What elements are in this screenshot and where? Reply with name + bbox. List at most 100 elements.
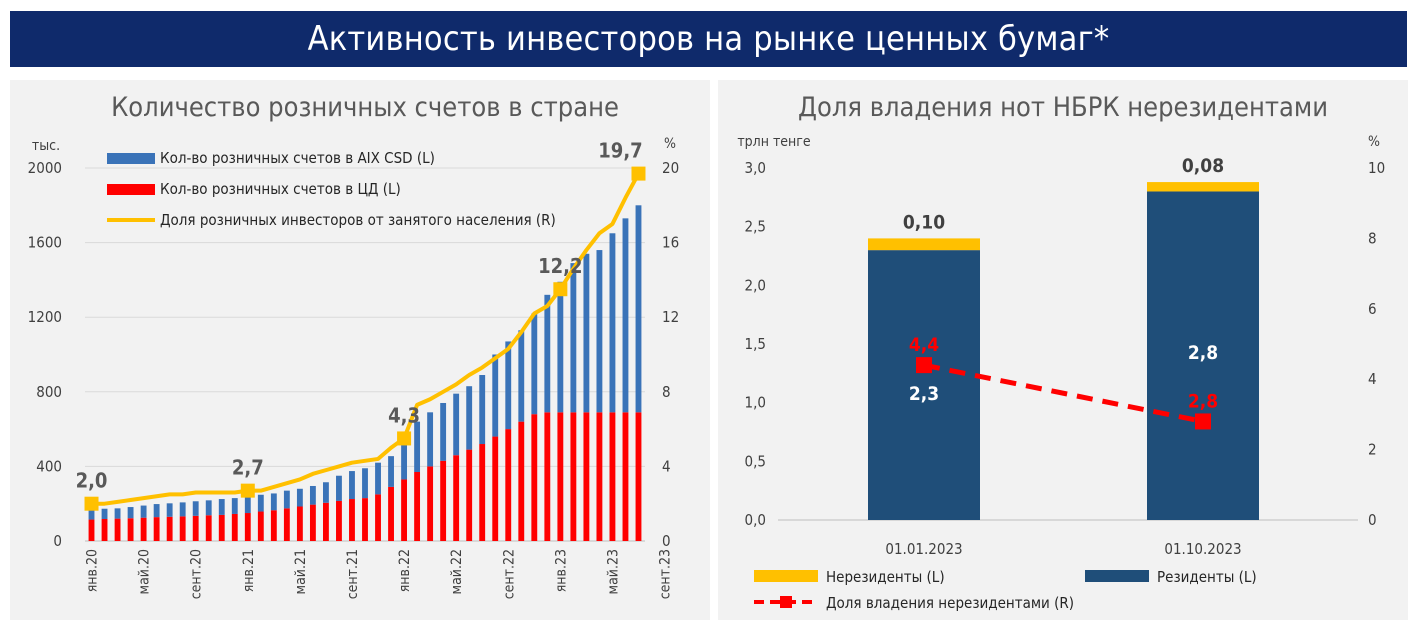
bar-cd <box>114 518 121 541</box>
y-tick-right: 8 <box>1368 229 1377 247</box>
bar-aix <box>101 508 108 519</box>
res-data-label: 2,8 <box>1188 342 1218 364</box>
legend-label-aix: Кол-во розничных счетов в AIX CSD (L) <box>160 149 435 167</box>
y-tick-right: 6 <box>1368 300 1377 318</box>
y-tick-right: 4 <box>662 457 671 475</box>
bar-cd <box>622 412 629 541</box>
bar-cd <box>244 513 251 541</box>
y-tick-left: 1,5 <box>745 335 766 353</box>
bar-cd <box>231 513 238 541</box>
y-tick-left: 3,0 <box>745 159 766 177</box>
bar-aix <box>362 468 368 499</box>
bar-aix <box>231 498 238 514</box>
page-title: Активность инвесторов на рынке ценных бу… <box>307 19 1110 59</box>
bar-cd <box>153 517 160 541</box>
bar-nonresidents <box>868 238 980 251</box>
left-chart-title: Количество розничных счетов в стране <box>111 92 619 123</box>
nonres-share-label: 4,4 <box>909 334 939 356</box>
x-tick-label: янв.23 <box>553 549 569 592</box>
y-tick-left: 1,0 <box>745 394 766 412</box>
bar-cd <box>127 518 134 541</box>
bar-aix <box>88 509 95 520</box>
y-tick-right: 20 <box>662 159 679 177</box>
nonres-share-line <box>923 362 1204 424</box>
y-tick-left: 400 <box>36 457 62 475</box>
nonres-data-label: 0,10 <box>903 211 945 233</box>
bar-cd <box>192 515 199 541</box>
bar-aix <box>140 505 147 518</box>
bar-aix <box>557 281 564 413</box>
bar-cd <box>453 455 460 541</box>
bar-cd <box>479 444 486 541</box>
y-tick-right: 4 <box>1368 370 1377 388</box>
nonres-share-marker <box>1195 413 1211 430</box>
bar-aix <box>583 253 590 413</box>
bar-cd <box>401 479 407 541</box>
bar-aix <box>453 393 460 456</box>
bar-aix <box>244 496 251 514</box>
bar-aix <box>375 462 381 495</box>
bar-aix <box>336 475 342 501</box>
bar-aix <box>531 313 538 415</box>
bar-aix <box>427 412 434 467</box>
share-data-label: 19,7 <box>598 139 642 163</box>
y-tick-left: 0 <box>53 532 62 550</box>
y-tick-left: 2,0 <box>745 276 766 294</box>
bar-aix <box>440 402 447 461</box>
share-data-label: 12,2 <box>538 254 582 278</box>
bar-aix <box>414 421 421 472</box>
y-tick-left: 2000 <box>28 159 62 177</box>
bar-aix <box>153 504 160 518</box>
bar-cd <box>388 486 394 541</box>
bar-aix <box>622 218 629 413</box>
bar-aix <box>127 507 134 519</box>
legend-label-share: Доля розничных инвесторов от занятого на… <box>160 211 556 229</box>
bar-cd <box>205 515 212 541</box>
x-tick-label: сент.20 <box>189 549 205 599</box>
bar-cd <box>283 508 290 541</box>
y-tick-left: 800 <box>36 383 62 401</box>
y-tick-right: 16 <box>662 234 679 252</box>
y-tick-left: 0,5 <box>745 452 766 470</box>
right-chart-left-unit: трлн тенге <box>737 134 811 150</box>
share-data-label: 2,0 <box>76 469 108 493</box>
left-chart-panel: Количество розничных счетов в стране тыс… <box>10 80 710 620</box>
bar-cd <box>609 412 616 541</box>
bar-cd <box>88 519 95 541</box>
x-tick-label: сент.22 <box>501 549 517 599</box>
x-tick-label: сент.23 <box>658 549 674 599</box>
bar-aix <box>596 250 603 413</box>
bar-cd <box>270 510 277 541</box>
x-tick-label: сент.21 <box>345 549 361 599</box>
bar-aix <box>492 354 499 437</box>
res-data-label: 2,3 <box>909 383 939 405</box>
bar-aix <box>179 502 186 517</box>
bar-cd <box>427 466 434 541</box>
y-tick-left: 1600 <box>28 234 62 252</box>
share-data-label: 4,3 <box>388 403 420 427</box>
bar-cd <box>505 429 512 541</box>
bar-cd <box>414 471 421 541</box>
x-tick-label: янв.21 <box>241 549 257 592</box>
y-tick-right: 0 <box>1368 511 1377 529</box>
share-data-label: 2,7 <box>232 456 264 480</box>
y-tick-right: 0 <box>662 532 671 550</box>
bar-residents <box>1147 191 1259 520</box>
bar-aix <box>257 494 264 512</box>
bar-cd <box>166 516 173 541</box>
bar-cd <box>570 412 577 541</box>
x-tick-label: май.23 <box>605 549 621 594</box>
y-tick-right: 2 <box>1368 441 1377 459</box>
bar-aix <box>570 263 577 413</box>
bar-cd <box>296 506 303 541</box>
bar-aix <box>609 233 616 413</box>
y-tick-right: 12 <box>662 308 679 326</box>
right-chart-right-unit: % <box>1368 134 1380 150</box>
bar-aix <box>192 501 199 516</box>
bar-aix <box>218 499 225 515</box>
bar-cd <box>440 460 447 541</box>
bar-aix <box>401 442 407 480</box>
x-tick-label: май.21 <box>293 549 309 594</box>
bar-aix <box>466 386 473 450</box>
y-tick-right: 8 <box>662 383 671 401</box>
